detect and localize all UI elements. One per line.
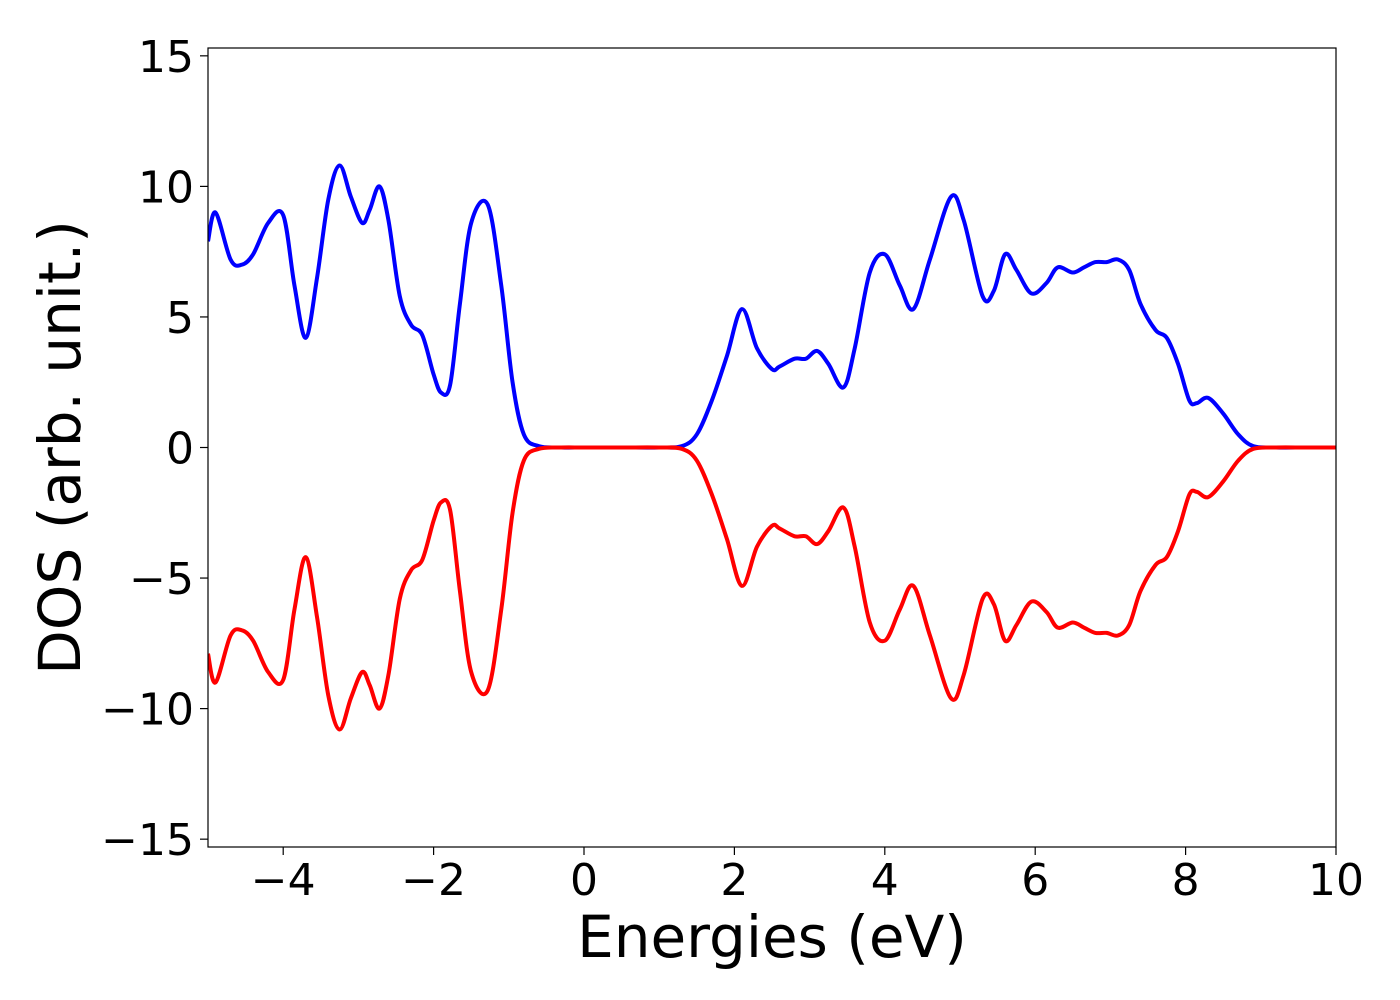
x-axis-label: Energies (eV) <box>577 903 967 971</box>
dos-series-red-line <box>208 445 1336 732</box>
y-tick-label: −5 <box>129 554 194 605</box>
plot-series <box>208 163 1336 732</box>
x-tick-label: 10 <box>1308 855 1364 906</box>
y-tick-label: −10 <box>101 685 194 736</box>
x-tick-label: 8 <box>1172 855 1200 906</box>
x-tick-label: 0 <box>570 855 598 906</box>
y-axis-ticks: −15 −10 −5 0 5 10 15 <box>101 32 208 866</box>
y-axis-label: DOS (arb. unit.) <box>26 220 94 675</box>
y-tick-label: 5 <box>166 293 194 344</box>
y-tick-label: 0 <box>166 424 194 475</box>
x-axis-ticks: −4 −2 0 2 4 6 8 10 <box>251 847 1364 906</box>
x-tick-label: 2 <box>720 855 748 906</box>
x-tick-label: −4 <box>251 855 316 906</box>
x-tick-label: 6 <box>1021 855 1049 906</box>
dos-series-blue-line <box>208 163 1336 450</box>
y-tick-label: 10 <box>138 162 194 213</box>
x-tick-label: 4 <box>871 855 899 906</box>
y-tick-label: 15 <box>138 32 194 83</box>
x-tick-label: −2 <box>401 855 466 906</box>
plot-frame <box>207 47 1337 848</box>
y-tick-label: −15 <box>101 815 194 866</box>
